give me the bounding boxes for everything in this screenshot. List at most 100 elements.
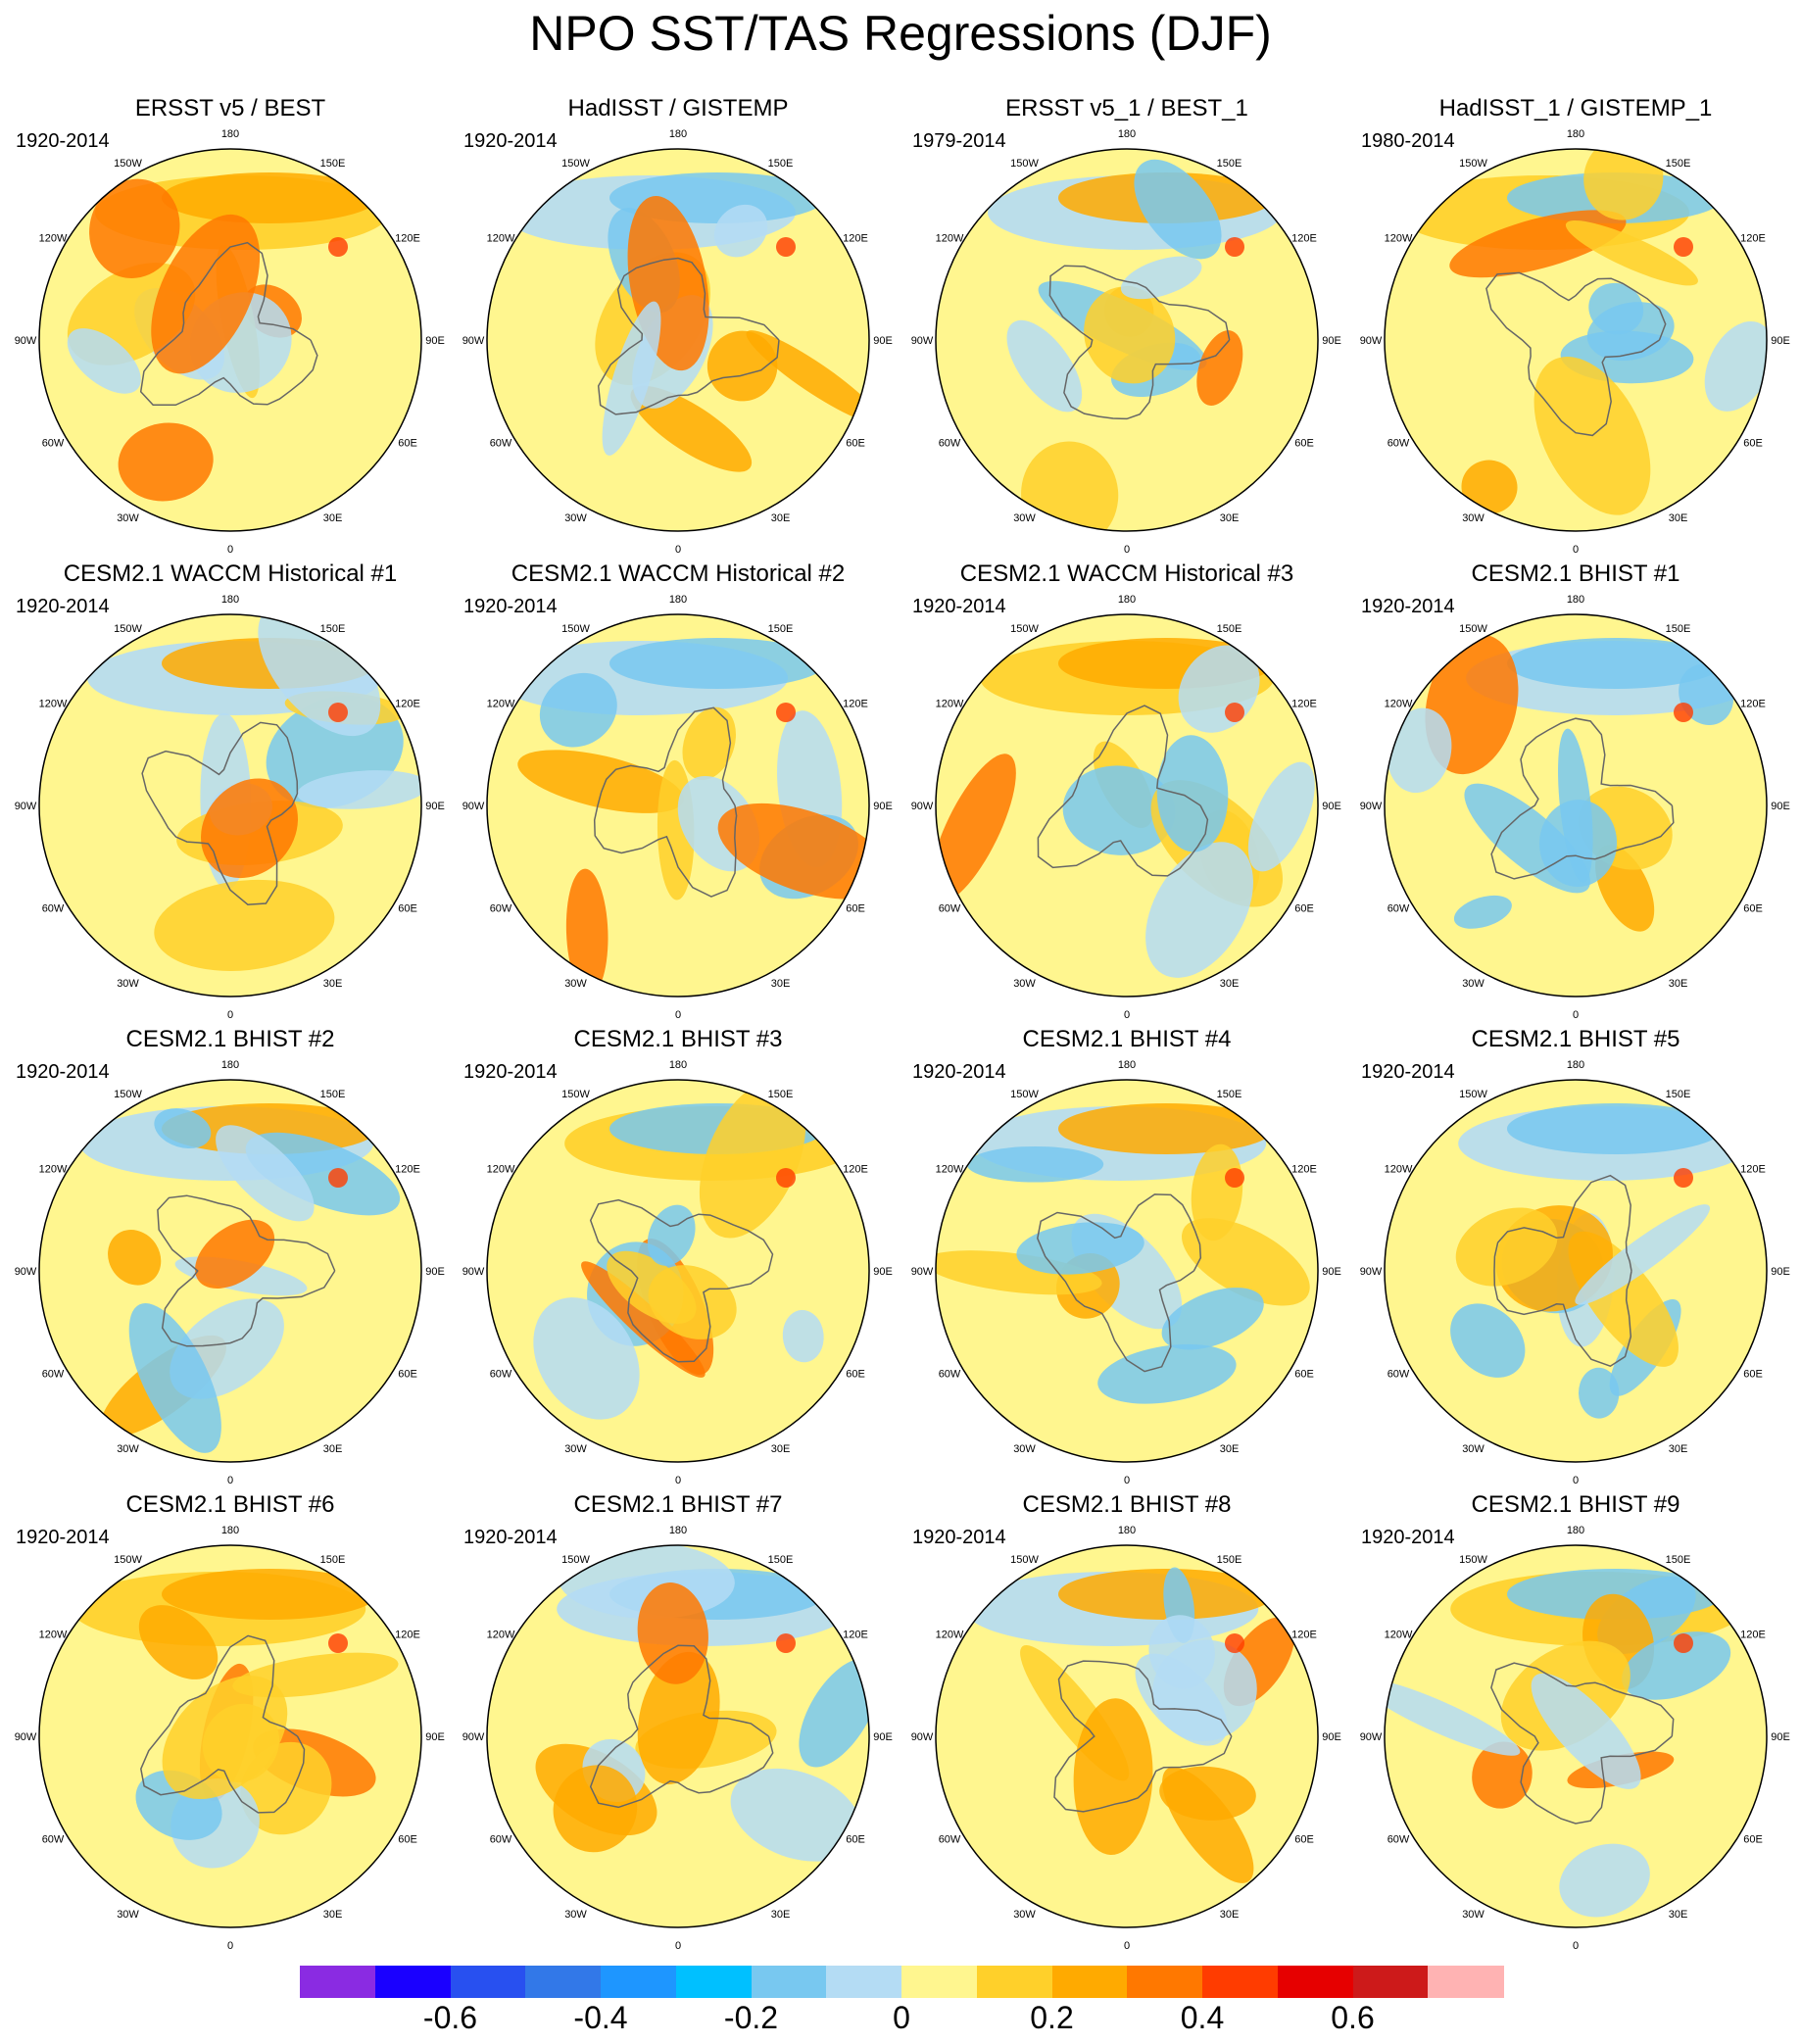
- longitude-label: 0: [227, 1009, 233, 1018]
- longitude-label: 30E: [1669, 978, 1688, 990]
- longitude-label: 90E: [1771, 335, 1790, 347]
- polar-map: 180 150E 120E 90E 60E 30E 0 30W 60W 90W 120W 150W: [911, 128, 1341, 553]
- longitude-label: 150E: [1666, 1554, 1691, 1566]
- panel-period: 1920-2014: [463, 130, 558, 152]
- map-panel: CESM2.1 WACCM Historical #1 180 150E 120E 90…: [6, 560, 455, 1020]
- longitude-label: 0: [1124, 1940, 1130, 1949]
- longitude-label: 90E: [425, 1266, 445, 1278]
- longitude-label: 30E: [1220, 512, 1240, 524]
- colorbar-label: -0.4: [573, 2000, 628, 2035]
- longitude-label: 120E: [1740, 233, 1766, 245]
- panel-period: 1979-2014: [912, 130, 1006, 152]
- longitude-label: 60E: [398, 903, 417, 915]
- longitude-label: 120W: [487, 233, 515, 245]
- longitude-label: 60W: [1387, 1369, 1410, 1381]
- longitude-label: 150W: [561, 623, 590, 635]
- colorbar-label: -0.2: [723, 2000, 779, 2035]
- longitude-label: 150W: [1010, 623, 1039, 635]
- longitude-label: 30W: [564, 978, 587, 990]
- panel-period: 1920-2014: [1361, 1527, 1455, 1548]
- longitude-label: 90E: [873, 1731, 893, 1743]
- longitude-label: 30E: [771, 1443, 791, 1455]
- polar-map: 180 150E 120E 90E 60E 30E 0 30W 60W 90W 120W 150W: [911, 1525, 1341, 1949]
- longitude-label: 0: [675, 1009, 681, 1018]
- longitude-label: 150W: [114, 158, 142, 170]
- longitude-label: 30W: [564, 512, 587, 524]
- colorbar-box: [1051, 1966, 1128, 1998]
- colorbar-box: [1127, 1966, 1203, 1998]
- longitude-label: 60W: [42, 1834, 65, 1846]
- longitude-label: 150E: [320, 623, 346, 635]
- longitude-label: 90E: [1771, 801, 1790, 812]
- longitude-label: 90E: [425, 335, 445, 347]
- longitude-label: 90E: [873, 801, 893, 812]
- longitude-label: 60W: [1387, 438, 1410, 450]
- longitude-label: 120W: [1385, 233, 1413, 245]
- longitude-label: 120E: [1291, 699, 1317, 710]
- map-panel: CESM2.1 BHIST #9 180 150E 120E 90E 60E 30E 0 30W…: [1351, 1490, 1800, 1951]
- longitude-label: 60E: [1294, 438, 1314, 450]
- polar-map: 180 150E 120E 90E 60E 30E 0 30W 60W 90W 120W 150W: [462, 1059, 893, 1484]
- panel-title: CESM2.1 WACCM Historical #2: [511, 560, 846, 587]
- panel-title: CESM2.1 BHIST #1: [1471, 560, 1680, 587]
- colorbar-box: [1202, 1966, 1279, 1998]
- longitude-label: 30W: [117, 1909, 139, 1921]
- longitude-label: 180: [669, 1059, 687, 1071]
- polar-map: 180 150E 120E 90E 60E 30E 0 30W 60W 90W 120W 150W: [462, 594, 893, 1018]
- longitude-label: 0: [227, 544, 233, 553]
- longitude-label: 150E: [320, 158, 346, 170]
- polar-map: 180 150E 120E 90E 60E 30E 0 30W 60W 90W 120W 150W: [15, 128, 445, 553]
- longitude-label: 90E: [1322, 1266, 1341, 1278]
- colorbar-box: [450, 1966, 526, 1998]
- longitude-label: 0: [1124, 544, 1130, 553]
- panel-title: ERSST v5 / BEST: [134, 95, 326, 122]
- longitude-label: 150W: [1010, 158, 1039, 170]
- map-panel: HadISST / GISTEMP 180 150E 120E 90E 60E 30E 0 30…: [454, 94, 902, 555]
- longitude-label: 30W: [117, 978, 139, 990]
- longitude-label: 0: [675, 544, 681, 553]
- longitude-label: 90W: [15, 801, 37, 812]
- colorbar-box: [901, 1966, 978, 1998]
- longitude-label: 30E: [1220, 978, 1240, 990]
- colorbar-box: [1428, 1966, 1504, 1998]
- longitude-label: 60W: [1387, 1834, 1410, 1846]
- longitude-label: 150E: [320, 1554, 346, 1566]
- longitude-label: 150E: [320, 1089, 346, 1100]
- longitude-label: 120E: [1740, 1630, 1766, 1641]
- longitude-label: 60E: [1743, 1369, 1763, 1381]
- map-panel: CESM2.1 BHIST #2 180 150E 120E 90E 60E 30E 0 30W…: [6, 1025, 455, 1485]
- colorbar-box: [826, 1966, 902, 1998]
- longitude-label: 60W: [42, 438, 65, 450]
- longitude-label: 150E: [1217, 1554, 1242, 1566]
- colorbar-box: [525, 1966, 602, 1998]
- panel-title: CESM2.1 WACCM Historical #1: [63, 560, 398, 587]
- longitude-label: 120E: [395, 1630, 420, 1641]
- longitude-label: 120E: [1740, 699, 1766, 710]
- longitude-label: 120W: [487, 1164, 515, 1176]
- longitude-label: 120W: [936, 699, 964, 710]
- panel-period: 1920-2014: [16, 1061, 110, 1083]
- colorbar-box: [300, 1966, 376, 1998]
- map-panel: ERSST v5_1 / BEST_1 180 150E 120E 90E 60E 30E 0…: [902, 94, 1351, 555]
- longitude-label: 150W: [1459, 1089, 1487, 1100]
- longitude-label: 90E: [1322, 801, 1341, 812]
- longitude-label: 60E: [398, 438, 417, 450]
- longitude-label: 150W: [561, 158, 590, 170]
- map-panel: HadISST_1 / GISTEMP_1 180 150E 120E 90E 60E 30…: [1351, 94, 1800, 555]
- panel-title: CESM2.1 BHIST #2: [125, 1026, 335, 1052]
- panel-period: 1920-2014: [463, 1527, 558, 1548]
- longitude-label: 60E: [846, 1834, 865, 1846]
- polar-map: 180 150E 120E 90E 60E 30E 0 30W 60W 90W 120W 150W: [911, 1059, 1341, 1484]
- longitude-label: 180: [669, 594, 687, 606]
- longitude-label: 30E: [1220, 1909, 1240, 1921]
- longitude-label: 150E: [768, 623, 794, 635]
- longitude-label: 120W: [39, 233, 68, 245]
- map-panel: CESM2.1 BHIST #6 180 150E 120E 90E 60E 30E 0 30W…: [6, 1490, 455, 1951]
- panel-period: 1980-2014: [1361, 130, 1455, 152]
- longitude-label: 180: [1567, 594, 1584, 606]
- longitude-label: 30W: [1013, 512, 1036, 524]
- longitude-label: 0: [1573, 544, 1579, 553]
- longitude-label: 30W: [1462, 1443, 1485, 1455]
- longitude-label: 180: [1567, 1059, 1584, 1071]
- longitude-label: 30E: [1669, 512, 1688, 524]
